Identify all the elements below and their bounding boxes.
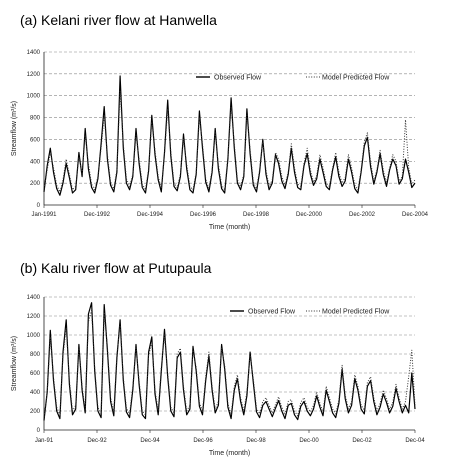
chart-a-ytick-label: 800 [30, 116, 41, 122]
chart-b-ytick-label: 0 [37, 428, 41, 434]
chart-b-xtick-label: Dec-02 [352, 438, 372, 444]
chart-a-xtick-label: Dec-2002 [349, 212, 376, 218]
chart-b-xtick-label: Dec-92 [87, 438, 107, 444]
chart-b-xtick-label: Dec-00 [299, 438, 319, 444]
chart-a-series-predicted-line [43, 90, 416, 193]
chart-b-title: (b) Kalu river flow at Putupaula [20, 260, 212, 276]
chart-b-ytick-label: 1000 [27, 333, 41, 339]
chart-a-xtick-label: Dec-2004 [402, 212, 429, 218]
chart-b-ytick-label: 1400 [27, 295, 41, 301]
chart-b-xtick-label: Dec-94 [140, 438, 160, 444]
chart-b-legend-predicted-label: Model Predicted Flow [322, 309, 390, 316]
chart-a-ytick-label: 1200 [27, 72, 41, 78]
chart-b-ytick-label: 800 [30, 352, 41, 358]
chart-b-ytick-label: 600 [30, 371, 41, 377]
chart-b-xtick-label: Dec-04 [405, 438, 425, 444]
chart-a-legend-observed-label: Observed Flow [214, 75, 262, 82]
chart-a-xtick-label: Dec-2000 [296, 212, 323, 218]
chart-a-xtick-label: Dec-1992 [84, 212, 111, 218]
chart-a-ytick-label: 200 [30, 181, 41, 187]
chart-b-xtick-label: Jan-91 [35, 438, 54, 444]
chart-b-x-axis-label: Time (month) [209, 450, 250, 457]
chart-a-legend-predicted-label: Model Predicted Flow [322, 75, 390, 82]
chart-a-xtick-label: Jan-1991 [31, 212, 57, 218]
chart-a-xtick-label: Dec-1996 [190, 212, 217, 218]
chart-a-ytick-label: 400 [30, 159, 41, 165]
chart-b-ytick-label: 1200 [27, 314, 41, 320]
chart-b-y-axis-label: Streamflow (m³/s) [11, 336, 18, 391]
chart-a-y-axis-label: Streamflow (m³/s) [11, 101, 18, 156]
chart-a-ytick-label: 1400 [27, 50, 41, 56]
chart-a-ytick-label: 600 [30, 137, 41, 143]
chart-a-ytick-label: 1000 [27, 94, 41, 100]
chart-a-title: (a) Kelani river flow at Hanwella [20, 12, 217, 28]
chart-a-x-axis-label: Time (month) [209, 224, 250, 231]
chart-a-xtick-label: Dec-1994 [137, 212, 164, 218]
chart-b-xtick-label: Dec-96 [193, 438, 213, 444]
chart-a-ytick-label: 0 [37, 203, 41, 209]
chart-b-legend-observed-label: Observed Flow [248, 309, 296, 316]
chart-b-series-observed-line [43, 302, 416, 421]
chart-b-ytick-label: 200 [30, 409, 41, 415]
chart-b-xtick-label: Dec-98 [246, 438, 266, 444]
chart-a-xtick-label: Dec-1998 [243, 212, 270, 218]
chart-b-ytick-label: 400 [30, 390, 41, 396]
chart-b-series-predicted-line [43, 309, 416, 417]
